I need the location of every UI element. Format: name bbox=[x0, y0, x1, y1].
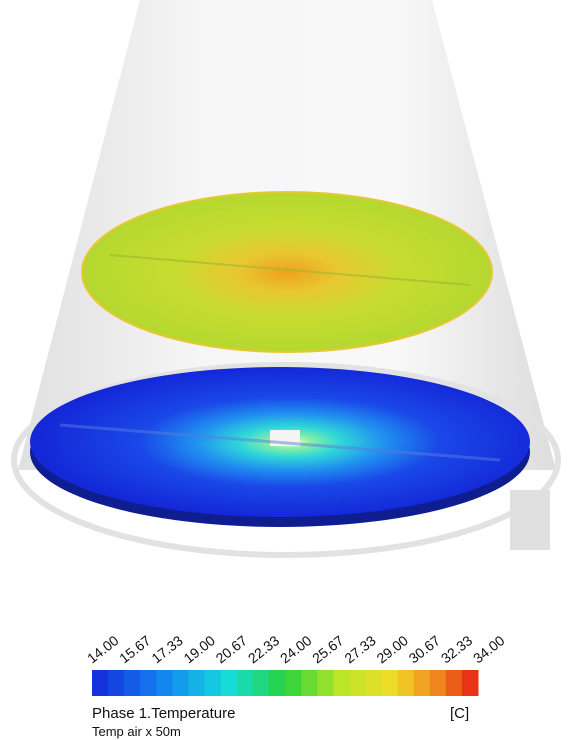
legend-subtitle: Temp air x 50m bbox=[92, 724, 181, 739]
colorbar-band bbox=[268, 670, 286, 696]
tick-label: 34.00 bbox=[470, 632, 508, 666]
colorbar-band bbox=[204, 670, 222, 696]
colorbar-band bbox=[445, 670, 463, 696]
colorbar-band bbox=[252, 670, 270, 696]
colorbar-band bbox=[349, 670, 366, 696]
tick-label: 25.67 bbox=[309, 632, 347, 666]
colorbar-band bbox=[413, 670, 431, 696]
colorbar-band bbox=[220, 670, 238, 696]
colorbar-band bbox=[92, 670, 109, 696]
tick-label: 22.33 bbox=[245, 632, 283, 666]
upper-seam bbox=[109, 254, 471, 286]
legend-unit: [C] bbox=[450, 705, 469, 722]
tick-label: 24.00 bbox=[277, 632, 315, 666]
colorbar-band bbox=[365, 670, 382, 696]
colorbar-band bbox=[317, 670, 334, 696]
colorbar-band bbox=[301, 670, 318, 696]
support bbox=[510, 490, 550, 550]
colorbar-band bbox=[285, 670, 302, 696]
tick-label: 29.00 bbox=[373, 632, 411, 666]
legend-title: Phase 1.Temperature bbox=[92, 705, 235, 722]
tick-label: 15.67 bbox=[116, 632, 154, 666]
tick-label: 17.33 bbox=[148, 632, 186, 666]
tick-label: 20.67 bbox=[213, 632, 251, 666]
colorbar-ticks: 14.0015.6717.3319.0020.6722.3324.0025.67… bbox=[84, 632, 508, 666]
tick-label: 27.33 bbox=[341, 632, 379, 666]
colorbar-band bbox=[236, 670, 254, 696]
tick-label: 19.00 bbox=[180, 632, 218, 666]
colorbar-band bbox=[381, 670, 399, 696]
colorbar-band bbox=[333, 670, 350, 696]
colorbar-band bbox=[397, 670, 415, 696]
colorbar bbox=[92, 670, 479, 696]
lower-seam bbox=[59, 423, 501, 462]
upper-disc bbox=[81, 191, 493, 353]
colorbar-band bbox=[429, 670, 447, 696]
colorbar-band bbox=[188, 670, 206, 696]
colorbar-band bbox=[140, 670, 157, 696]
colorbar-band bbox=[461, 670, 479, 696]
colorbar-band bbox=[124, 670, 141, 696]
colorbar-band bbox=[156, 670, 173, 696]
tick-label: 14.00 bbox=[84, 632, 122, 666]
colorbar-band bbox=[108, 670, 125, 696]
tick-label: 32.33 bbox=[438, 632, 476, 666]
base-ring bbox=[11, 362, 561, 558]
tick-label: 30.67 bbox=[406, 632, 444, 666]
colorbar-band bbox=[172, 670, 189, 696]
